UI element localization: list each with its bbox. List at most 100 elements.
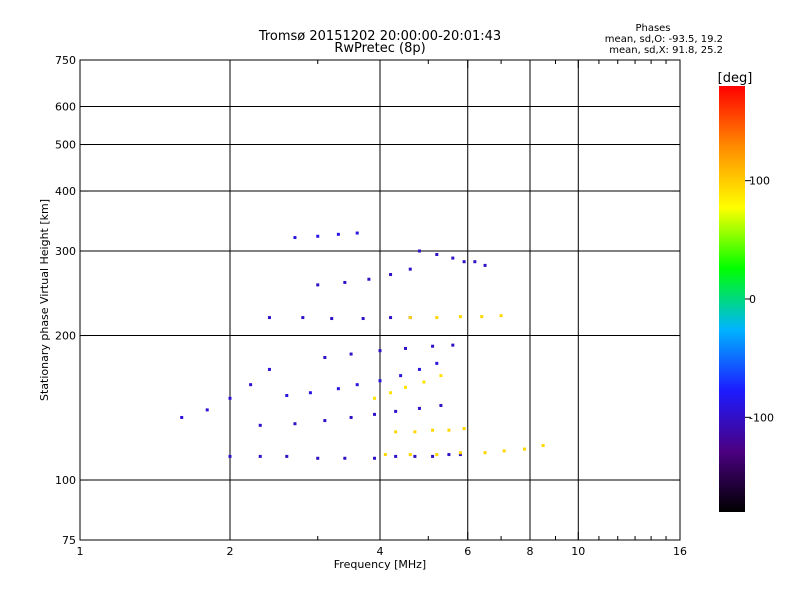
data-point [447,428,451,432]
colorbar-tick-label: 100 [749,175,770,188]
phase-box-heading: Phases [635,23,670,34]
data-point [462,427,466,431]
data-point [373,456,377,460]
phase-box-line-o: mean, sd,O: -93.5, 19.2 [605,34,723,45]
colorbar-tick-label: 0 [749,293,756,306]
colorbar-label: [deg] [718,71,753,86]
data-point [541,444,545,448]
data-point [249,383,253,387]
y-axis: 75 100 200 300 400 500 600 750 [55,54,680,547]
data-point [228,454,232,458]
y-tick-label: 600 [55,101,76,114]
data-point [399,374,403,378]
data-point [361,317,365,321]
y-axis-label: Stationary phase Virtual Height [km] [38,199,51,401]
data-point [316,283,320,287]
x-tick-label: 2 [227,545,234,558]
y-tick-label: 300 [55,245,76,258]
data-point [462,260,466,264]
data-point [431,428,435,432]
y-tick-label: 200 [55,330,76,343]
data-point [394,454,398,458]
colorbar-tick-label: -100 [749,411,774,424]
data-point [389,273,393,277]
data-point [473,260,477,264]
data-point [408,316,412,320]
data-point [523,447,527,451]
x-tick-label: 10 [571,545,585,558]
data-point [458,451,462,455]
data-point [205,408,209,412]
data-point [330,317,334,321]
data-point [435,316,439,320]
data-point [480,315,484,319]
data-point [293,236,297,240]
data-point [417,367,421,371]
data-point [483,263,487,267]
data-point [389,391,393,395]
data-point [355,383,359,387]
x-tick-label: 1 [77,545,84,558]
chart-subtitle: RwPretec (8p) [334,41,425,56]
data-point [378,379,382,383]
data-point [316,234,320,238]
colorbar [719,86,745,512]
data-point [316,456,320,460]
data-point [267,367,271,371]
y-tick-label: 100 [55,474,76,487]
data-point [228,396,232,400]
data-point [343,280,347,284]
grid-lines [80,60,680,540]
colorbar-ticks: 100 0 -100 [745,175,774,424]
data-point [336,232,340,236]
data-point [403,346,407,350]
data-point [293,422,297,426]
data-point [408,267,412,271]
data-point [389,316,393,320]
data-point [439,374,443,378]
data-point [367,277,371,281]
y-tick-label: 500 [55,139,76,152]
data-point [435,253,439,257]
data-point [499,314,503,318]
data-point [413,430,417,434]
data-point [394,409,398,413]
data-point [258,423,262,427]
data-points [180,231,545,460]
data-point [285,394,289,398]
data-point [458,453,462,457]
data-point [451,256,455,260]
data-point [336,387,340,391]
data-point [403,385,407,389]
y-tick-label: 400 [55,185,76,198]
data-point [301,316,305,320]
data-point [258,454,262,458]
data-point [435,361,439,365]
data-point [378,349,382,353]
data-point [483,451,487,455]
data-point [349,352,353,356]
data-point [458,315,462,319]
data-point [431,344,435,348]
data-point [285,454,289,458]
phase-box-line-x: mean, sd,X: 91.8, 25.2 [609,45,723,56]
data-point [355,231,359,235]
data-point [267,316,271,320]
data-point [439,403,443,407]
data-point [451,343,455,347]
y-tick-label: 750 [55,54,76,67]
data-point [323,355,327,359]
chart-title: Tromsø 20151202 20:00:00-20:01:43 [258,29,501,44]
data-point [422,380,426,384]
y-tick-label: 75 [62,534,76,547]
data-point [447,453,451,457]
data-point [308,391,312,395]
data-point [180,415,184,419]
x-tick-label: 4 [377,545,384,558]
data-point [417,249,421,253]
data-point [349,415,353,419]
data-point [408,453,412,457]
data-point [413,454,417,458]
